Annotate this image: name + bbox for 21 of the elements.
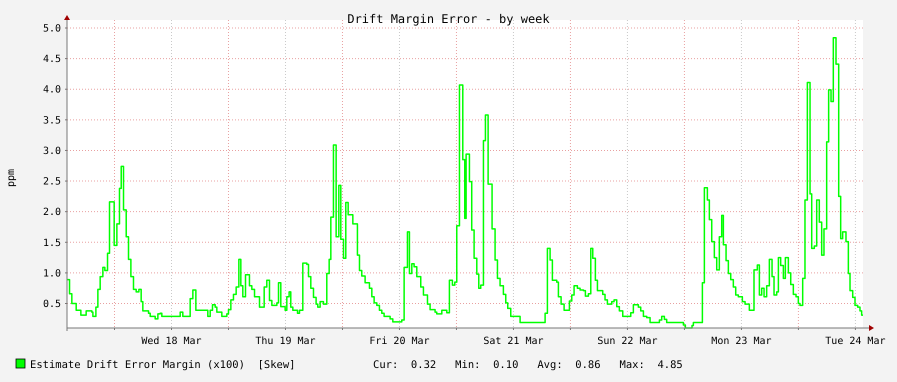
x-tick-label: Tue 24 Mar	[825, 336, 886, 347]
y-tick-label: 2.5	[42, 176, 61, 188]
x-tick-label: Thu 19 Mar	[255, 336, 316, 347]
y-tick-label: 1.5	[42, 238, 61, 249]
legend-label: Estimate Drift Error Margin (x100) [Skew]	[30, 359, 296, 371]
y-tick-label: 3.0	[42, 146, 61, 157]
y-tick-label: 4.0	[42, 84, 61, 96]
y-tick-label: 3.5	[42, 115, 61, 126]
y-tick-label: 4.5	[42, 54, 61, 66]
y-tick-label: 0.5	[42, 299, 61, 310]
x-tick-label: Mon 23 Mar	[711, 336, 772, 347]
x-tick-label: Sun 22 Mar	[597, 336, 658, 347]
y-tick-label: 5.0	[42, 24, 61, 34]
x-tick-label: Sat 21 Mar	[483, 336, 544, 347]
text: Cur: 0.32 Min: 0.10 Avg: 0.86 Max: 4.85	[373, 359, 683, 371]
x-tick-label: Fri 20 Mar	[369, 336, 430, 347]
chart-title: Drift Margin Error - by week	[347, 12, 550, 26]
y-axis-title: ppm	[6, 168, 17, 188]
x-tick-label: Wed 18 Mar	[141, 336, 202, 347]
y-tick-label: 2.0	[42, 207, 61, 218]
y-tick-label: 1.0	[42, 268, 61, 280]
